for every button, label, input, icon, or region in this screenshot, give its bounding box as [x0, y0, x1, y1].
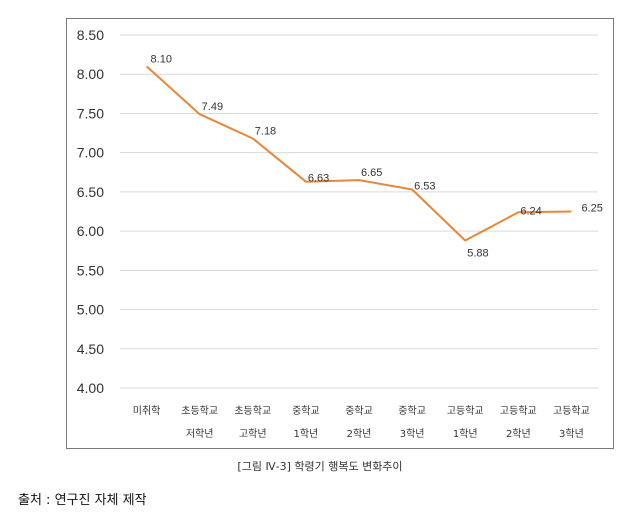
y-tick-label: 6.00	[77, 223, 104, 239]
data-label: 8.10	[151, 53, 172, 65]
data-label: 6.53	[414, 181, 435, 193]
data-label: 6.63	[308, 173, 329, 185]
x-tick-label: 초등학교	[234, 405, 271, 417]
x-tick-label: 초등학교	[181, 405, 218, 417]
y-tick-label: 5.00	[77, 302, 104, 318]
y-tick-label: 7.00	[77, 145, 104, 161]
chart-frame	[66, 18, 614, 449]
x-tick-label: 중학교	[398, 405, 426, 417]
x-tick-label: 미취학	[133, 405, 161, 417]
x-tick-label: 고등학교	[447, 405, 484, 417]
y-tick-label: 8.50	[77, 27, 104, 43]
x-tick-label: 중학교	[345, 405, 373, 417]
data-label: 7.49	[202, 101, 223, 113]
data-label: 6.24	[520, 205, 541, 217]
x-tick-label-line2: 2학년	[347, 428, 372, 440]
source-note: 출처 : 연구진 자체 제작	[18, 493, 147, 508]
data-label: 7.18	[255, 126, 276, 138]
y-tick-label: 8.00	[77, 66, 104, 82]
x-tick-label: 중학교	[292, 405, 320, 417]
data-label: 6.65	[361, 167, 382, 179]
y-tick-label: 6.50	[77, 184, 104, 200]
series-line	[145, 65, 572, 242]
x-tick-label-line2: 3학년	[559, 428, 584, 440]
y-tick-label: 4.50	[77, 341, 104, 357]
data-label: 6.25	[581, 203, 602, 215]
x-tick-label-line2: 저학년	[186, 428, 214, 440]
x-tick-label-line2: 3학년	[400, 428, 425, 440]
x-tick-label: 고등학교	[553, 405, 590, 417]
x-tick-label-line2: 2학년	[506, 428, 531, 440]
x-tick-label-line2: 1학년	[453, 428, 478, 440]
y-tick-label: 4.00	[77, 380, 104, 396]
y-tick-label: 7.50	[77, 105, 104, 121]
figure-caption: [그림 Ⅳ-3] 학령기 행복도 변화추이	[237, 460, 403, 473]
x-tick-label: 고등학교	[500, 405, 537, 417]
data-label: 5.88	[467, 248, 488, 260]
y-tick-label: 5.50	[77, 262, 104, 278]
x-tick-label-line2: 1학년	[294, 428, 319, 440]
x-tick-label-line2: 고학년	[239, 428, 267, 440]
